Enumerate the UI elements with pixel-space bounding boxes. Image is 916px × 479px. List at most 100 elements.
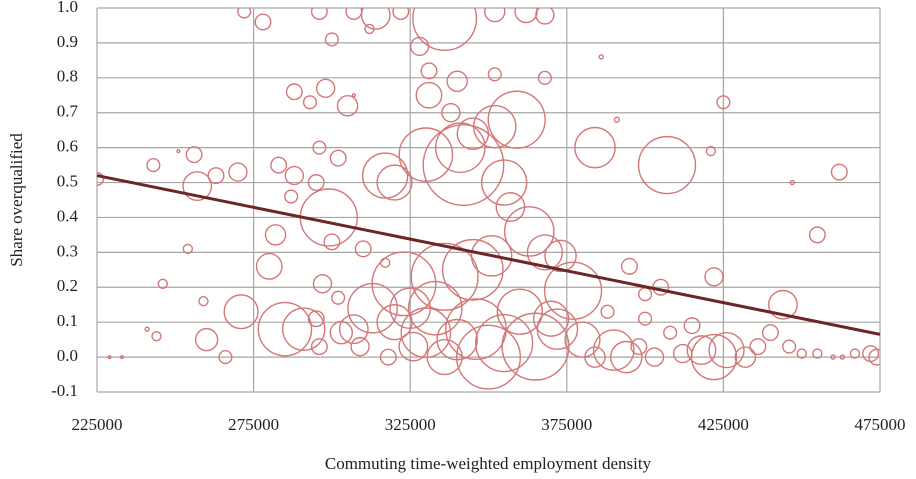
bubble (315, 78, 336, 98)
bubble (514, 8, 538, 24)
bubble (389, 287, 432, 330)
bubble (302, 95, 318, 110)
bubble (412, 8, 478, 51)
bubble (310, 8, 328, 20)
y-tick-label: 0.4 (57, 206, 79, 225)
bubble (613, 116, 621, 123)
bubble (157, 278, 168, 289)
bubble (410, 242, 479, 311)
bubble (379, 348, 397, 366)
bubble (409, 36, 430, 57)
y-tick-label: 0.6 (57, 137, 78, 156)
labels: -0.1 0.0 0.1 0.2 0.3 0.4 0.5 0.6 0.7 0.8 0.9 1.0 225… (51, 0, 905, 434)
x-tick-label: 225000 (72, 415, 123, 434)
bubble (400, 307, 452, 359)
bubble (789, 179, 796, 186)
bubble (329, 320, 354, 345)
bubble (644, 347, 665, 367)
bubble (455, 324, 522, 390)
bubble (392, 8, 410, 20)
y-tick-label: 0.9 (57, 32, 78, 51)
bubble (312, 140, 327, 155)
bubble (151, 330, 162, 342)
bubble (767, 289, 798, 320)
bubble (331, 290, 346, 305)
bubble (270, 156, 288, 174)
y-tick-label: -0.1 (51, 381, 78, 400)
bubble (422, 124, 505, 207)
bubble (198, 296, 209, 307)
x-tick-label: 275000 (228, 415, 279, 434)
bubble (194, 327, 219, 352)
bubble (474, 313, 534, 373)
bubble (434, 122, 486, 173)
bubble (537, 70, 552, 85)
bubble (839, 354, 846, 360)
bubble (420, 62, 438, 80)
bubble (426, 338, 463, 376)
bubble (672, 343, 693, 364)
bubble (704, 267, 724, 287)
bubble (526, 234, 564, 271)
bubble (501, 312, 570, 381)
bubble (237, 8, 252, 19)
bubble (487, 90, 546, 149)
grid (96, 7, 881, 393)
bubble (638, 287, 653, 302)
bubble (338, 314, 369, 345)
bubble (264, 224, 287, 246)
x-tick-label: 375000 (541, 415, 592, 434)
bubble (564, 321, 601, 358)
bubble (496, 288, 544, 335)
bubble (830, 354, 836, 360)
bubble (379, 257, 391, 269)
bubble (323, 233, 341, 251)
bubble (254, 13, 272, 31)
y-tick-label: 0.7 (57, 102, 79, 121)
y-tick-label: 0.2 (57, 276, 78, 295)
bubble (610, 340, 643, 374)
bubble (324, 32, 339, 47)
bubble (849, 348, 861, 359)
bubble (441, 103, 461, 123)
bubble (796, 348, 807, 359)
bubble (638, 311, 653, 326)
bubble (708, 331, 745, 369)
y-tick-label: 0.5 (57, 171, 78, 190)
bubble (376, 164, 413, 201)
bubble (600, 304, 615, 319)
bubble (285, 83, 303, 101)
bubble (663, 325, 678, 340)
bubble (182, 243, 194, 255)
bubble (361, 152, 409, 199)
bubble (182, 171, 213, 201)
bubble (584, 346, 606, 368)
bubble (686, 335, 717, 366)
bubbles (97, 8, 880, 390)
bubble (808, 226, 826, 244)
bubble (360, 8, 391, 30)
bubble (690, 333, 738, 381)
bubble (364, 23, 375, 35)
bubble (544, 239, 577, 273)
bubble (598, 54, 604, 60)
bubble (761, 324, 779, 342)
bubble (533, 300, 570, 337)
bubble (398, 127, 454, 182)
bubble (441, 238, 504, 301)
bubble (683, 317, 701, 335)
bubble (307, 174, 325, 192)
bubble (281, 307, 326, 351)
bubble (312, 274, 333, 294)
bubble (345, 8, 363, 20)
bubble (185, 146, 203, 164)
bubble (868, 348, 880, 366)
bubble (812, 348, 823, 359)
x-tick-label: 325000 (385, 415, 436, 434)
y-tick-label: 1.0 (57, 0, 78, 16)
bubble (176, 149, 181, 154)
bubble (284, 165, 305, 186)
bubble (146, 158, 161, 173)
bubble (487, 67, 502, 82)
